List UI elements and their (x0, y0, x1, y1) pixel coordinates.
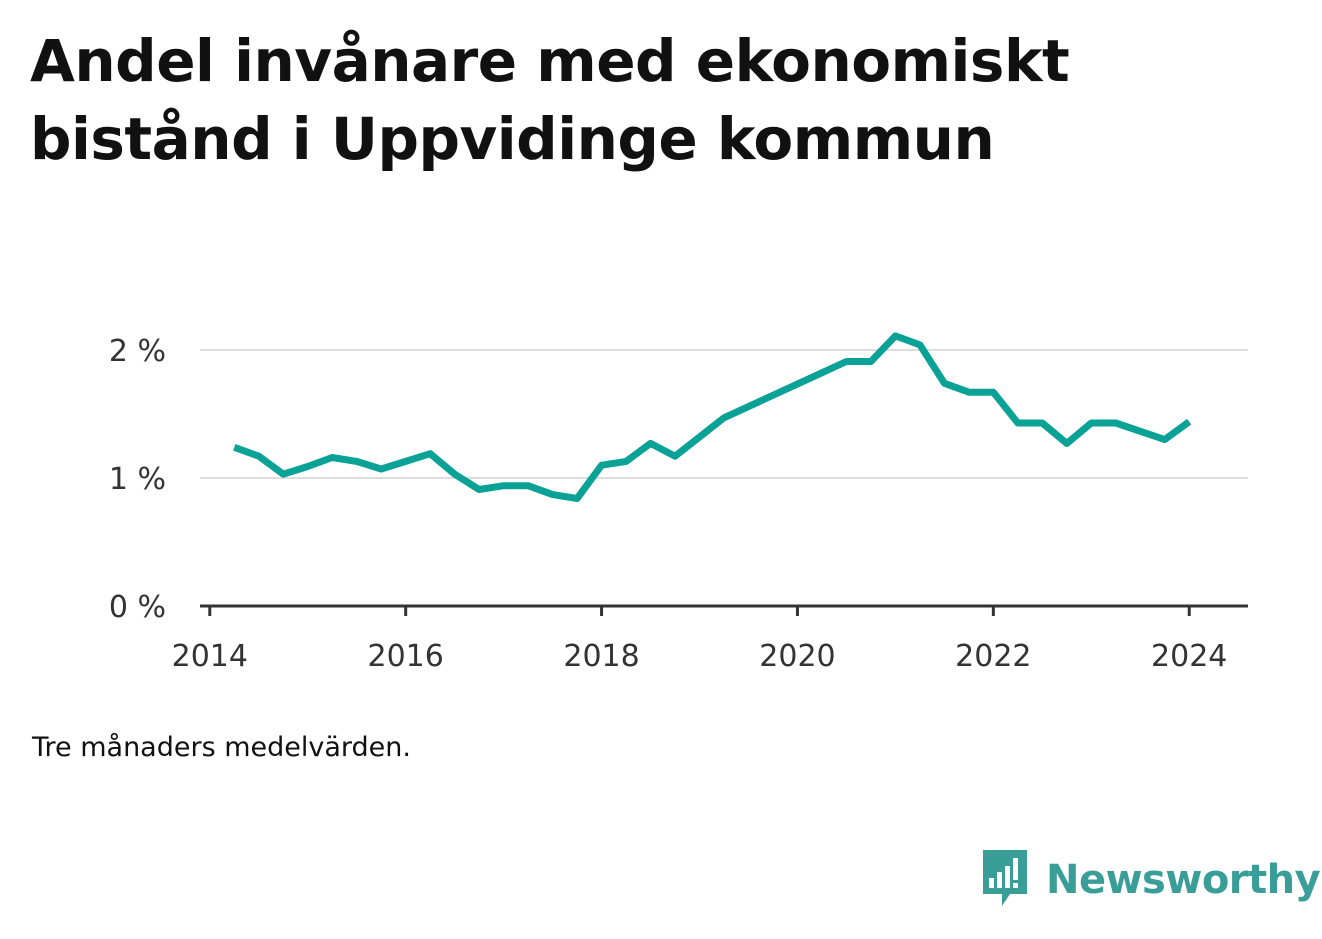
bar-chart-speech-bubble-icon (980, 848, 1030, 912)
series-line (233, 332, 1192, 502)
x-tick-label: 2014 (172, 639, 248, 674)
x-tick-label: 2018 (563, 639, 639, 674)
y-tick-label: 0 % (109, 590, 166, 625)
y-axis-labels: 0 % 1 % 2 % (109, 334, 166, 625)
brand-logo[interactable]: Newsworthy (980, 848, 1321, 912)
footnote: Tre månaders medelvärden. (32, 732, 411, 763)
x-axis-labels: 2014 2016 2018 2020 2022 2024 (172, 639, 1228, 674)
chart-title: Andel invånare med ekonomiskt bistånd i … (30, 27, 1070, 173)
x-tick-label: 2020 (759, 639, 835, 674)
series-layer (233, 332, 1192, 502)
y-tick-label: 1 % (109, 462, 166, 497)
x-tick-label: 2016 (368, 639, 444, 674)
y-tick-label: 2 % (109, 334, 166, 369)
gridlines (200, 349, 1248, 479)
brand-name: Newsworthy (1046, 857, 1321, 903)
x-tick-label: 2022 (955, 639, 1031, 674)
x-axis (200, 604, 1248, 616)
x-tick-label: 2024 (1151, 639, 1227, 674)
